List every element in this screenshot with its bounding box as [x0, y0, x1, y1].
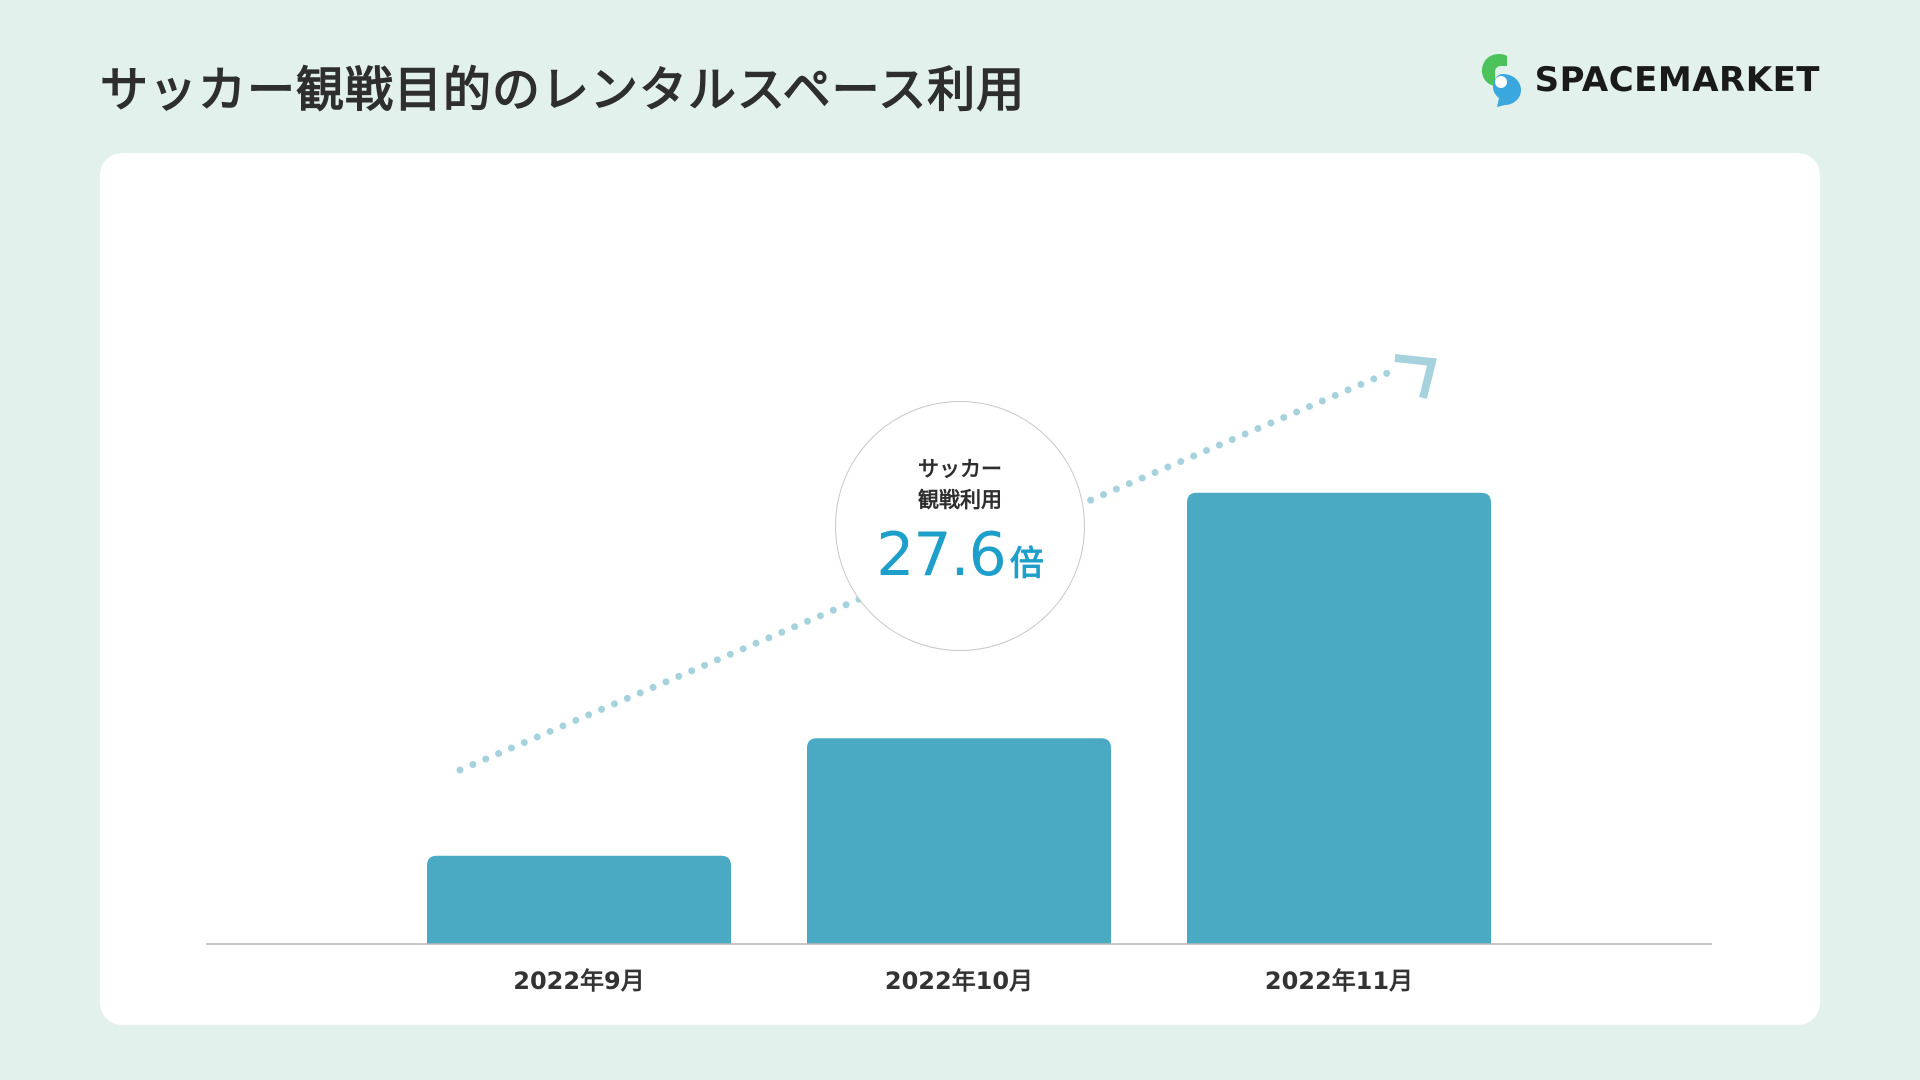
bar-3 [1187, 492, 1491, 944]
chart-card: 2022年9月 2022年10月 2022年11月 サッカー 観戦利用 27.6 倍 [100, 153, 1820, 1025]
growth-badge: サッカー 観戦利用 27.6 倍 [835, 401, 1085, 651]
badge-unit: 倍 [1009, 544, 1044, 584]
brand-name: SPACEMARKET [1534, 60, 1820, 100]
trend-arrowhead [1394, 354, 1437, 399]
badge-value-row: 27.6 倍 [836, 520, 1084, 590]
x-tick-label: 2022年10月 [885, 967, 1033, 995]
x-tick-label: 2022年9月 [513, 967, 645, 995]
badge-value: 27.6 [876, 520, 1007, 590]
bars [427, 492, 1491, 944]
page-title: サッカー観戦目的のレンタルスペース利用 [100, 62, 1026, 118]
x-axis-labels: 2022年9月 2022年10月 2022年11月 [513, 967, 1413, 995]
bar-1 [427, 855, 731, 944]
badge-label: サッカー 観戦利用 [918, 457, 1002, 512]
bar-2 [807, 738, 1111, 944]
brand: SPACEMARKET [1479, 52, 1820, 108]
spacemarket-logo-icon [1481, 54, 1521, 107]
bar-chart: 2022年9月 2022年10月 2022年11月 [206, 354, 1712, 995]
x-tick-label: 2022年11月 [1265, 967, 1413, 995]
